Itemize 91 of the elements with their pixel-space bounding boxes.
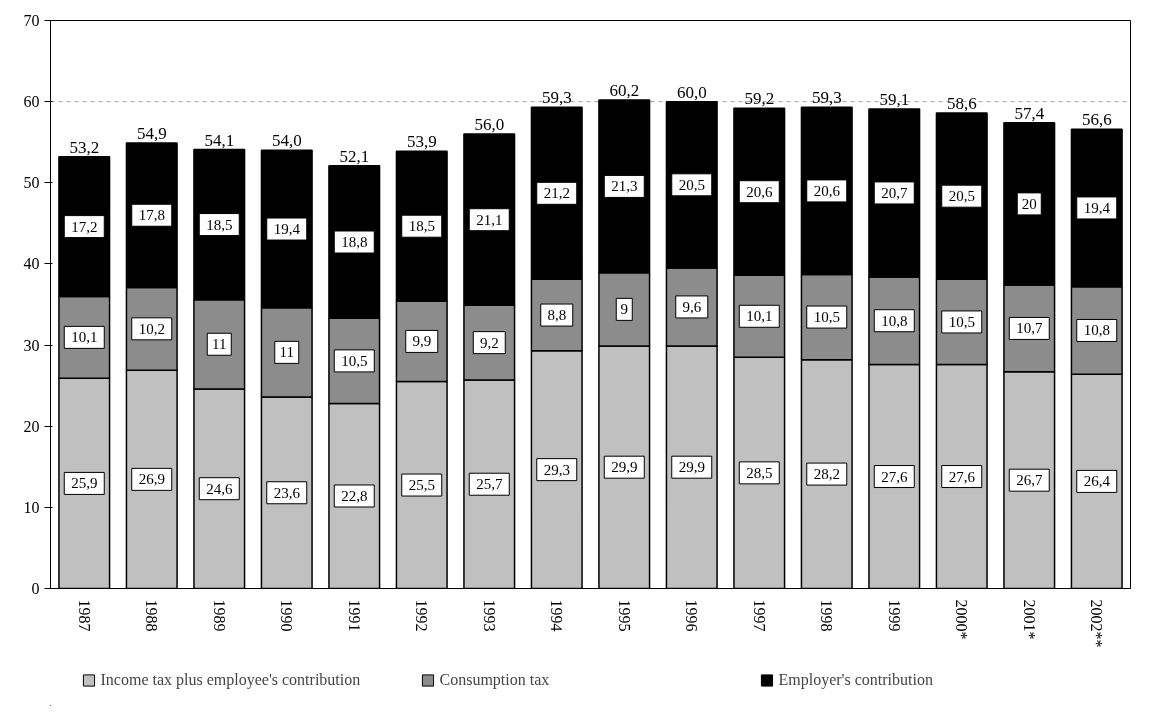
data-label: 27,6 [881, 468, 908, 485]
data-label: 20,5 [948, 188, 975, 205]
y-tick-label: 50 [23, 174, 40, 192]
y-tick-label: 40 [23, 255, 40, 273]
data-label: 9,6 [682, 298, 702, 315]
legend-label: Consumption tax [439, 671, 551, 689]
x-tick-label: 1998 [818, 599, 836, 632]
total-label: 59,3 [541, 88, 572, 108]
x-tick-label: 1991 [345, 599, 363, 632]
data-label: 10,5 [948, 313, 975, 330]
total-label: 54,9 [136, 124, 167, 144]
data-label: 26,9 [138, 471, 165, 488]
data-label: 20 [1021, 195, 1037, 212]
legend-label: Employer's contribution [778, 671, 934, 689]
data-label: 23,6 [273, 484, 301, 501]
data-label: 28,5 [746, 464, 773, 481]
data-label: 25,7 [476, 476, 503, 493]
x-tick-label: 1993 [480, 599, 498, 632]
data-label: 21,2 [543, 185, 570, 202]
total-label: 53,2 [69, 137, 100, 157]
data-label: 21,3 [611, 178, 638, 195]
data-label: 28,2 [813, 466, 840, 483]
total-label: 60,0 [676, 82, 707, 102]
y-tick-label: 0 [31, 580, 40, 597]
data-label: 9,2 [479, 334, 499, 351]
x-tick-label: 1990 [278, 599, 296, 632]
y-tick-label: 70 [23, 12, 40, 29]
total-label: 54,1 [204, 130, 235, 150]
data-label: 25,5 [408, 477, 435, 494]
y-tick-label: 20 [23, 417, 40, 435]
data-label: 17,2 [71, 218, 98, 235]
total-label: 52,1 [339, 146, 370, 166]
total-label: 56,6 [1081, 110, 1112, 130]
data-label: 8,8 [547, 307, 567, 324]
total-label: 58,6 [946, 94, 977, 113]
x-tick-label: 1999 [885, 599, 903, 632]
data-label: 20,6 [813, 182, 841, 199]
data-label: 10,8 [1083, 322, 1110, 339]
total-label: 59,3 [811, 88, 842, 108]
data-label: 10,2 [138, 320, 165, 337]
x-tick-label: 1994 [548, 599, 566, 632]
data-label: 18,5 [206, 216, 233, 233]
data-label: 10,1 [71, 329, 98, 346]
data-label: 29,3 [543, 461, 570, 478]
total-label: 57,4 [1014, 103, 1045, 123]
data-label: 26,4 [1083, 473, 1111, 490]
total-label: 53,9 [406, 132, 437, 152]
data-label: 21,1 [476, 211, 503, 228]
y-tick-label: 30 [23, 336, 40, 354]
total-label: 59,2 [744, 89, 775, 109]
data-label: 29,9 [678, 459, 705, 476]
data-label: 20,7 [881, 184, 908, 201]
x-tick-label: 1988 [143, 599, 161, 632]
data-label: 11 [279, 344, 294, 361]
data-label: 24,6 [206, 480, 233, 497]
data-label: 26,7 [1016, 472, 1043, 489]
data-label: 9 [620, 301, 628, 318]
data-label: 17,8 [138, 207, 165, 224]
total-label: 56,0 [474, 115, 505, 135]
x-tick-label: 2000* [953, 599, 971, 640]
data-label: 25,9 [71, 475, 98, 492]
data-label: 10,5 [813, 309, 840, 326]
data-label: 22,8 [341, 488, 368, 504]
data-label: 18,8 [341, 234, 368, 251]
data-label: 20,6 [746, 183, 773, 200]
x-tick-label: 2002** [1088, 599, 1106, 648]
total-label: 60,2 [609, 81, 640, 101]
data-label: 27,6 [948, 468, 976, 485]
data-label: 10,8 [881, 312, 908, 329]
x-tick-label: 1997 [750, 599, 768, 632]
data-label: 19,4 [1083, 199, 1111, 216]
data-label: 11 [212, 336, 227, 353]
x-tick-label: 1992 [413, 599, 431, 632]
x-tick-label: 1989 [210, 599, 228, 632]
x-tick-label: 2001* [1020, 599, 1038, 640]
data-label: 10,5 [341, 352, 368, 369]
y-tick-label: 60 [23, 93, 40, 111]
y-tick-label: 10 [23, 498, 40, 516]
x-tick-label: 1987 [75, 599, 93, 632]
legend-label: Income tax plus employee's contribution [100, 671, 362, 689]
data-label: 9,9 [412, 333, 432, 350]
total-label: 54,0 [271, 131, 302, 151]
x-tick-label: 1996 [683, 599, 701, 632]
data-label: 20,5 [678, 176, 705, 193]
data-label: 29,9 [611, 459, 638, 476]
total-label: 59,1 [879, 89, 910, 109]
data-label: 19,4 [273, 221, 301, 238]
data-label: 10,7 [1016, 320, 1043, 337]
x-tick-label: 1995 [615, 599, 633, 632]
data-label: 10,1 [746, 308, 773, 325]
data-label: 18,5 [408, 218, 435, 235]
